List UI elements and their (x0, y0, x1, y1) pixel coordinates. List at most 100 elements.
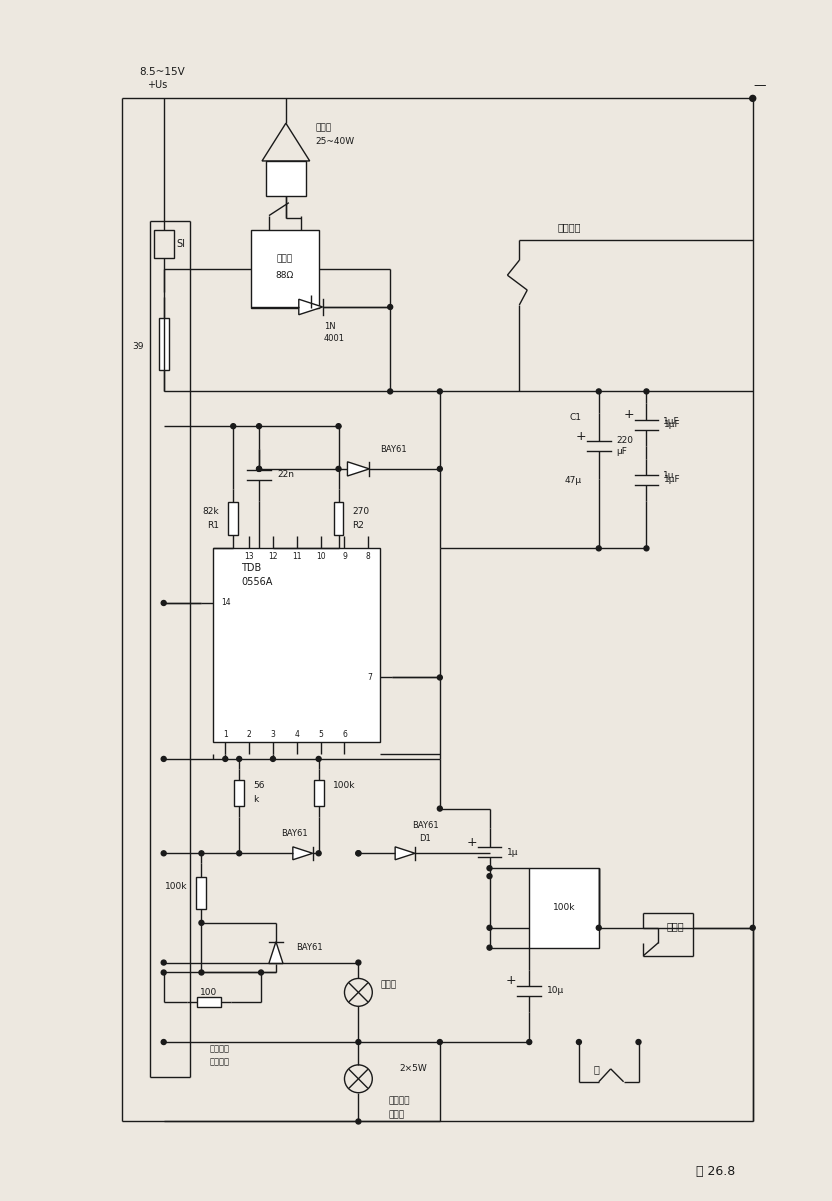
Circle shape (750, 925, 755, 931)
Text: 1μF: 1μF (664, 420, 681, 429)
Circle shape (161, 757, 166, 761)
Circle shape (356, 960, 361, 966)
Text: TDB: TDB (241, 563, 261, 573)
Bar (196, 877, 206, 909)
Circle shape (161, 970, 166, 975)
Text: 汽车触点: 汽车触点 (210, 1057, 230, 1066)
Circle shape (259, 970, 264, 975)
Circle shape (597, 925, 602, 931)
Circle shape (577, 1040, 582, 1045)
Circle shape (487, 925, 492, 931)
Text: 56: 56 (253, 782, 265, 790)
Bar (154, 231, 174, 258)
Text: 暗: 暗 (594, 1064, 600, 1074)
Bar (228, 502, 238, 534)
Circle shape (237, 757, 241, 761)
Circle shape (356, 850, 361, 856)
Text: 270: 270 (353, 507, 369, 516)
Text: 47μ: 47μ (565, 477, 582, 485)
Circle shape (388, 389, 393, 394)
Text: 报警器: 报警器 (315, 124, 332, 132)
Text: 14: 14 (221, 598, 231, 608)
Polygon shape (269, 942, 283, 963)
Circle shape (487, 873, 492, 879)
Bar (334, 502, 344, 534)
Text: 25~40W: 25~40W (315, 137, 354, 145)
Text: C1: C1 (570, 413, 582, 422)
Bar (251, 231, 319, 307)
Text: +: + (623, 408, 634, 422)
Text: 1N: 1N (324, 322, 335, 331)
Circle shape (161, 960, 166, 966)
Bar (159, 318, 169, 370)
Text: 8.5~15V: 8.5~15V (139, 66, 185, 77)
Circle shape (356, 1119, 361, 1124)
Circle shape (256, 466, 261, 471)
Polygon shape (293, 847, 313, 860)
Circle shape (161, 600, 166, 605)
Circle shape (161, 1040, 166, 1045)
Circle shape (438, 466, 443, 471)
Circle shape (237, 850, 241, 856)
Text: 22n: 22n (277, 471, 294, 479)
Circle shape (487, 866, 492, 871)
Text: 9: 9 (342, 551, 347, 561)
Text: 4: 4 (295, 729, 300, 739)
Circle shape (487, 945, 492, 950)
Circle shape (644, 389, 649, 394)
Text: 8: 8 (366, 551, 371, 561)
Circle shape (336, 466, 341, 471)
Text: SI: SI (176, 239, 186, 250)
Text: 10: 10 (316, 551, 325, 561)
Text: BAY61: BAY61 (380, 444, 407, 454)
Text: 6: 6 (342, 729, 347, 739)
Text: 内部灯: 内部灯 (380, 980, 396, 988)
Text: 82k: 82k (203, 507, 220, 516)
Circle shape (316, 850, 321, 856)
Circle shape (199, 970, 204, 975)
Bar (266, 161, 305, 196)
Text: 13: 13 (245, 551, 254, 561)
Circle shape (597, 389, 602, 394)
Text: 12: 12 (268, 551, 278, 561)
Text: 100k: 100k (552, 903, 575, 913)
Bar (196, 997, 221, 1008)
Circle shape (356, 850, 361, 856)
Circle shape (750, 95, 755, 101)
Text: k: k (253, 795, 259, 805)
Polygon shape (395, 847, 415, 860)
Circle shape (644, 546, 649, 551)
Circle shape (256, 424, 261, 429)
Text: 100: 100 (201, 988, 217, 997)
Text: 1μF: 1μF (663, 417, 680, 425)
Circle shape (597, 546, 602, 551)
Text: 汽车灯: 汽车灯 (389, 1110, 404, 1119)
Text: 1μF: 1μF (664, 476, 681, 484)
Circle shape (527, 1040, 532, 1045)
Text: 手装箱或: 手装箱或 (389, 1097, 409, 1105)
Text: —: — (754, 79, 766, 92)
Text: 10μ: 10μ (547, 986, 564, 996)
Text: +Us: +Us (146, 80, 167, 90)
Circle shape (230, 424, 235, 429)
Text: BAY61: BAY61 (281, 829, 308, 838)
Text: 11: 11 (292, 551, 301, 561)
Circle shape (270, 757, 275, 761)
Text: 2×5W: 2×5W (399, 1064, 427, 1074)
Circle shape (256, 466, 261, 471)
Circle shape (199, 920, 204, 925)
Text: 4001: 4001 (324, 334, 344, 343)
Text: 0556A: 0556A (241, 578, 273, 587)
Text: 100k: 100k (165, 882, 187, 891)
Text: +: + (506, 974, 517, 987)
Text: 1: 1 (223, 729, 228, 739)
Circle shape (438, 806, 443, 811)
Circle shape (161, 850, 166, 856)
Bar (213, 549, 380, 742)
Polygon shape (299, 299, 323, 315)
Text: +: + (466, 836, 477, 849)
Bar (314, 779, 324, 806)
Text: 继电器: 继电器 (277, 255, 293, 264)
Circle shape (336, 424, 341, 429)
Text: 2: 2 (247, 729, 251, 739)
